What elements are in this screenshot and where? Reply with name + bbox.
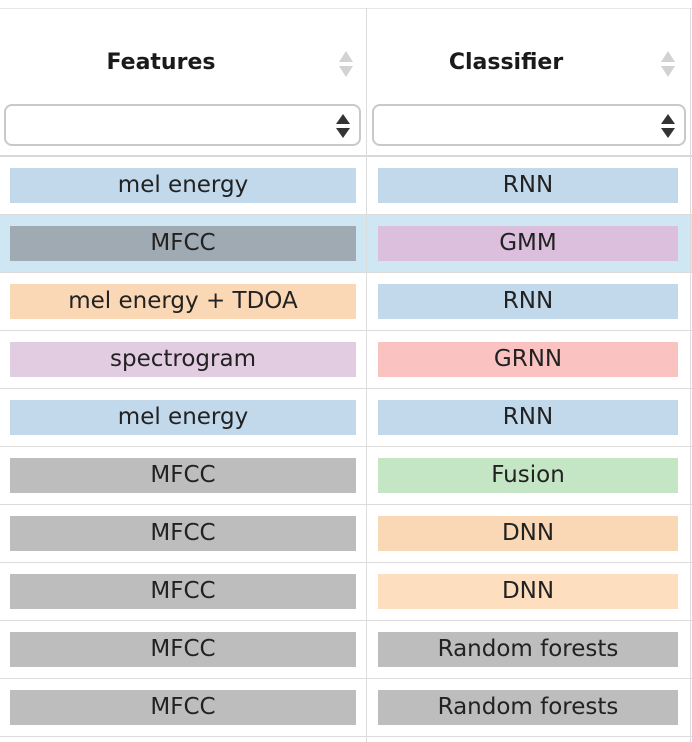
features-cell: MFCC [10,516,356,551]
features-cell: MFCC [10,226,356,261]
table-row[interactable]: MFCC Random forests [0,621,692,679]
classifier-cell: GRNN [378,342,678,377]
classifier-cell: RNN [378,168,678,203]
table-row[interactable]: spectrogram GRNN [0,331,692,389]
classifier-cell: Fusion [378,458,678,493]
classifier-cell: Random forests [378,632,678,667]
table-right-border [690,8,691,742]
features-cell: mel energy [10,400,356,435]
features-cell: mel energy + TDOA [10,284,356,319]
classifier-cell: Random forests [378,690,678,725]
table-body: mel energy RNN MFCC GMM mel energy + TDOA RNN… [0,157,692,737]
features-filter-select[interactable] [4,104,361,146]
column-header-classifier[interactable]: Classifier [368,9,690,155]
table-top-border [0,8,692,9]
table-row[interactable]: mel energy RNN [0,157,692,215]
classifier-filter-select[interactable] [372,104,686,146]
column-header-features[interactable]: Features [0,9,366,155]
column-divider [366,8,367,742]
classifier-cell: RNN [378,284,678,319]
column-title-classifier: Classifier [448,50,564,75]
classifier-cell: DNN [378,516,678,551]
table-header: Features Classifier [0,9,692,157]
classifier-cell: RNN [378,400,678,435]
features-cell: spectrogram [10,342,356,377]
select-arrows-icon [335,114,351,138]
features-cell: mel energy [10,168,356,203]
table-row[interactable]: mel energy + TDOA RNN [0,273,692,331]
features-cell: MFCC [10,458,356,493]
sort-icon[interactable] [658,49,678,81]
table-row[interactable]: MFCC GMM [0,215,692,273]
column-title-features: Features [106,50,216,75]
table-row[interactable]: mel energy RNN [0,389,692,447]
features-cell: MFCC [10,690,356,725]
table-row[interactable]: MFCC DNN [0,563,692,621]
table-row[interactable]: MFCC Random forests [0,679,692,737]
select-arrows-icon [660,114,676,138]
table-row[interactable]: MFCC DNN [0,505,692,563]
classifier-cell: GMM [378,226,678,261]
features-cell: MFCC [10,632,356,667]
table-row[interactable]: MFCC Fusion [0,447,692,505]
features-cell: MFCC [10,574,356,609]
classifier-cell: DNN [378,574,678,609]
sort-icon[interactable] [336,49,356,81]
